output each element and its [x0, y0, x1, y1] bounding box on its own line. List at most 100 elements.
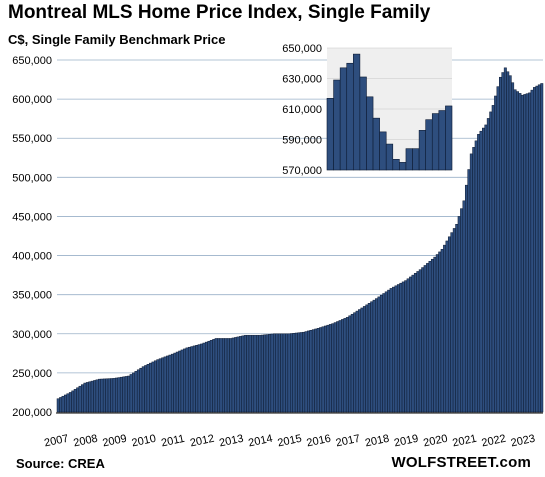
bar: [214, 338, 218, 413]
bar: [253, 335, 257, 413]
bar: [523, 94, 527, 413]
bar: [209, 340, 213, 413]
bar: [190, 346, 194, 413]
bar: [231, 337, 235, 413]
bar: [445, 240, 449, 413]
inset-bar: [366, 96, 374, 171]
bar: [331, 323, 335, 413]
bar: [66, 393, 70, 413]
y-tick-label: 550,000: [12, 133, 52, 145]
x-tick-label: 2014: [247, 433, 273, 450]
bar: [129, 374, 133, 413]
chart-subtitle: C$, Single Family Benchmark Price: [8, 32, 226, 47]
inset-bar: [418, 130, 426, 171]
x-tick-label: 2021: [451, 433, 477, 450]
bar: [229, 338, 233, 413]
bar: [180, 349, 184, 413]
bar: [440, 249, 444, 413]
y-tick-label: 450,000: [12, 211, 52, 223]
bar: [158, 358, 162, 413]
bar: [345, 317, 349, 413]
x-tick-label: 2010: [131, 433, 157, 450]
bar: [185, 347, 189, 413]
bar: [508, 75, 512, 413]
bar: [406, 278, 410, 413]
bar: [341, 319, 344, 413]
inset-bar: [353, 53, 361, 171]
bar: [139, 367, 143, 413]
y-tick-label: 300,000: [12, 329, 52, 341]
bar: [464, 184, 468, 413]
bar: [479, 130, 483, 413]
bar: [95, 379, 99, 413]
y-tick-label: 500,000: [12, 172, 52, 184]
bar: [270, 333, 274, 413]
x-tick-label: 2012: [189, 433, 215, 450]
inset-y-tick-label: 590,000: [282, 135, 322, 147]
bar: [64, 394, 67, 413]
bar: [98, 378, 101, 413]
bar: [447, 236, 451, 413]
bar: [387, 289, 391, 413]
bar: [251, 335, 255, 413]
bar: [389, 288, 393, 413]
bar: [122, 376, 126, 413]
main-bars: [56, 67, 544, 413]
inset-bar: [385, 143, 394, 171]
bar: [394, 285, 398, 413]
x-tick-label: 2016: [306, 433, 332, 450]
bar: [263, 334, 267, 413]
brand-watermark: WOLFSTREET.com: [391, 454, 531, 471]
bar: [119, 376, 123, 413]
bar: [280, 333, 284, 413]
bar: [433, 256, 437, 413]
bar: [256, 335, 259, 413]
bar: [292, 333, 296, 413]
bar: [132, 372, 136, 413]
bar: [372, 299, 376, 413]
bar: [282, 333, 286, 413]
y-tick-label: 250,000: [12, 368, 52, 380]
bar: [221, 338, 225, 413]
bar: [268, 334, 272, 413]
bar: [151, 361, 155, 413]
x-tick-label: 2007: [43, 433, 69, 450]
bar: [236, 336, 240, 413]
bar: [516, 91, 519, 413]
bar: [316, 328, 320, 413]
x-tick-label: 2019: [393, 433, 419, 450]
bar: [377, 296, 381, 413]
bar: [178, 350, 182, 413]
bar: [528, 92, 532, 413]
bar: [102, 378, 106, 413]
inset-y-tick-label: 630,000: [282, 74, 322, 86]
bar: [513, 89, 517, 413]
bar: [68, 392, 72, 413]
bar: [302, 331, 306, 413]
bar: [314, 328, 318, 413]
inset-bar: [372, 117, 380, 171]
bar: [149, 362, 153, 413]
bar: [219, 338, 223, 413]
x-tick-label: 2022: [481, 433, 507, 450]
bar: [336, 321, 340, 413]
bar: [472, 147, 476, 413]
bar: [348, 315, 352, 413]
inset-bar: [399, 162, 407, 171]
bar: [324, 325, 327, 413]
bar: [370, 301, 374, 413]
bar: [358, 309, 362, 413]
bar: [360, 307, 364, 413]
bar: [277, 333, 281, 413]
y-tick-label: 200,000: [12, 407, 52, 419]
bar: [207, 340, 211, 413]
bar: [234, 337, 238, 413]
bar: [496, 86, 500, 413]
x-tick-label: 2018: [364, 433, 390, 450]
bar: [105, 378, 109, 413]
x-tick-label: 2008: [72, 433, 98, 450]
bar: [540, 83, 544, 413]
bar: [224, 338, 228, 413]
bar: [212, 339, 216, 413]
